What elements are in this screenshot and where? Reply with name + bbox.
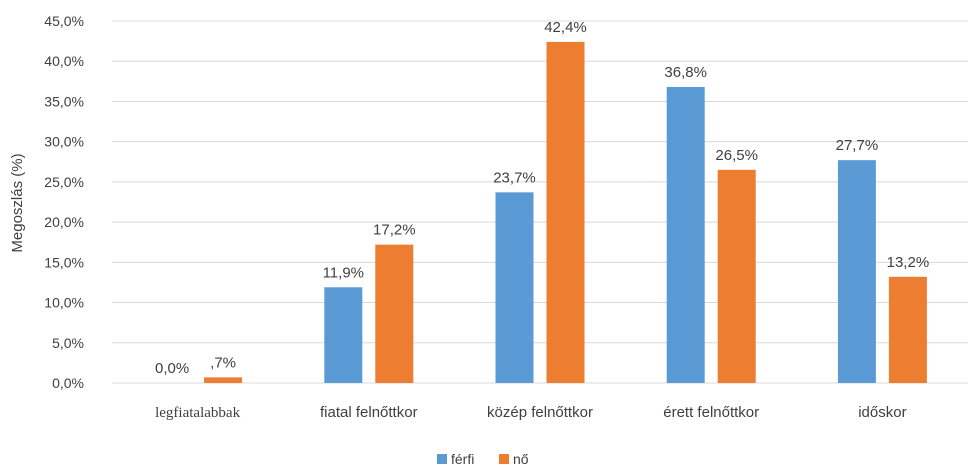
y-tick-label: 0,0% (52, 375, 84, 391)
bar-ferfi (666, 86, 705, 383)
category-label: legfiatalabbak (155, 405, 240, 421)
data-label: 27,7% (836, 137, 879, 154)
legend-label: férfi (451, 451, 474, 467)
y-tick-label: 15,0% (44, 254, 84, 270)
category-label: időskor (858, 404, 906, 421)
data-label: 11,9% (323, 264, 364, 281)
gridlines (112, 20, 968, 384)
bar-no (717, 169, 756, 383)
data-label: 13,2% (887, 254, 930, 271)
data-labels: 0,0% ,7% 11,9% 17,2% 23,7% 42,4% 36,8% 26,5% 27,… (155, 19, 929, 377)
y-tick-label: 45,0% (44, 13, 84, 29)
y-tick-label: 35,0% (44, 93, 84, 109)
y-tick-label: 30,0% (44, 134, 84, 150)
y-tick-label: 25,0% (44, 174, 84, 190)
bar-ferfi (324, 287, 363, 383)
data-label: 17,2% (373, 222, 416, 239)
data-label: 42,4% (544, 19, 587, 36)
data-label: 0,0% (155, 360, 189, 377)
bar-no (546, 41, 585, 383)
y-tick-label: 40,0% (44, 53, 84, 69)
y-axis-ticks: 0,0% 5,0% 10,0% 15,0% 20,0% 25,0% 30,0% 35,0% 40… (44, 13, 84, 391)
category-labels: legfiatalabbak fiatal felnőttkor közép fel… (155, 404, 906, 421)
bar-no (204, 377, 243, 383)
category-label: fiatal felnőttkor (320, 404, 418, 421)
data-label: 26,5% (715, 147, 758, 164)
data-label: 36,8% (664, 64, 707, 81)
y-tick-label: 5,0% (52, 335, 84, 351)
bar-no (888, 276, 927, 383)
legend-swatch (499, 454, 509, 464)
data-label: 23,7% (493, 169, 536, 186)
category-label: érett felnőttkor (663, 404, 759, 421)
bars (204, 41, 927, 383)
bar-ferfi (495, 192, 534, 383)
y-tick-label: 10,0% (44, 295, 84, 311)
data-label: ,7% (210, 354, 236, 371)
legend: férfi nő (437, 451, 529, 467)
bar-ferfi (837, 160, 876, 383)
category-label: közép felnőttkor (487, 404, 593, 421)
y-tick-label: 20,0% (44, 214, 84, 230)
bar-no (375, 244, 414, 383)
legend-label: nő (513, 451, 529, 467)
y-axis-title: Megoszlás (%) (9, 153, 26, 252)
legend-swatch (437, 454, 447, 464)
